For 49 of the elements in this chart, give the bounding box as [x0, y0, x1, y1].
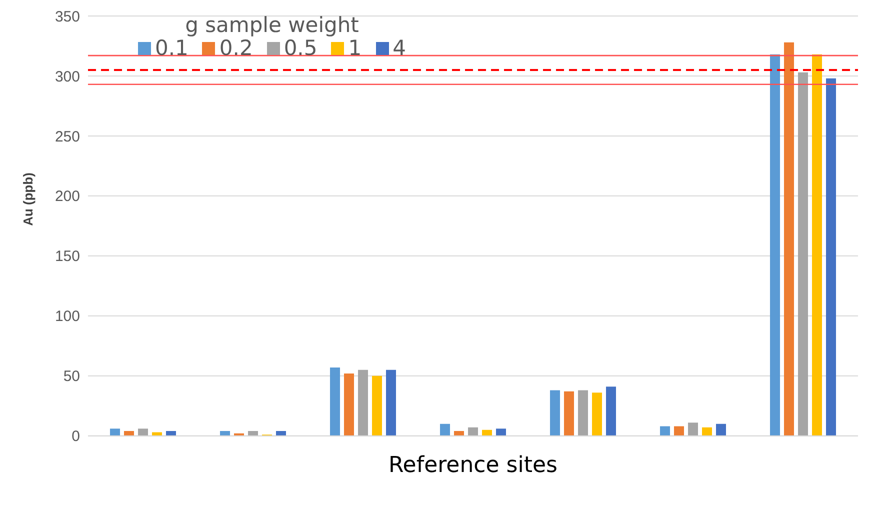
bar [674, 426, 684, 436]
bar [468, 427, 478, 436]
bar [276, 431, 286, 436]
legend-label: 0.2 [219, 36, 253, 60]
bar [386, 370, 396, 436]
bar [496, 428, 506, 436]
bar [564, 391, 574, 436]
legend-label: 4 [392, 36, 406, 60]
bar [688, 422, 698, 436]
bar [578, 390, 588, 436]
y-tick-label: 150 [54, 248, 80, 266]
bar [660, 426, 670, 436]
bar [592, 392, 602, 436]
legend-title: g sample weight [184, 13, 360, 38]
y-tick-label: 0 [72, 428, 80, 446]
bar [454, 431, 464, 436]
bar [702, 427, 712, 436]
bar [110, 428, 120, 436]
y-axis-title: Au (ppb) [20, 172, 36, 226]
bar [606, 386, 616, 436]
y-tick-label: 200 [54, 188, 80, 206]
bar [220, 431, 230, 436]
bar [372, 376, 382, 436]
y-tick-label: 100 [54, 308, 80, 326]
bar [166, 431, 176, 436]
bar [152, 432, 162, 436]
bar [770, 54, 780, 436]
legend-label: 1 [348, 36, 362, 60]
legend-label: 0.1 [154, 36, 188, 60]
bar [784, 42, 794, 436]
x-axis-title: Reference sites [388, 452, 558, 478]
bar [358, 370, 368, 436]
y-tick-label: 50 [63, 368, 80, 386]
legend-label: 0.5 [282, 36, 318, 60]
y-tick-label: 300 [54, 68, 80, 86]
bar [826, 78, 836, 436]
y-tick-label: 250 [54, 128, 80, 146]
bar [798, 72, 808, 436]
y-tick-label: 350 [54, 8, 80, 26]
bar [482, 430, 492, 436]
bar [124, 431, 134, 436]
bar [344, 373, 354, 436]
bar [248, 431, 258, 436]
bar [716, 424, 726, 436]
bar [330, 367, 340, 436]
bar [138, 428, 148, 436]
bar [812, 54, 822, 436]
bar [440, 424, 450, 436]
bar [550, 390, 560, 436]
